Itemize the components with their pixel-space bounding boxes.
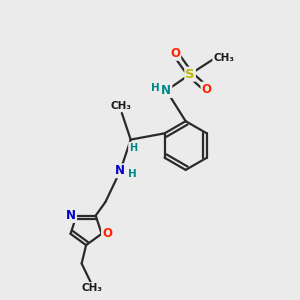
Text: O: O <box>202 82 212 96</box>
Text: H: H <box>128 169 137 179</box>
Text: H: H <box>129 142 137 153</box>
Text: N: N <box>66 209 76 222</box>
Text: S: S <box>185 68 195 81</box>
Text: O: O <box>102 227 112 240</box>
Text: N: N <box>115 164 125 177</box>
Text: CH₃: CH₃ <box>82 283 103 293</box>
Text: O: O <box>170 47 180 60</box>
Text: CH₃: CH₃ <box>111 101 132 111</box>
Text: N: N <box>161 84 171 97</box>
Text: H: H <box>151 83 159 93</box>
Text: CH₃: CH₃ <box>213 53 234 63</box>
